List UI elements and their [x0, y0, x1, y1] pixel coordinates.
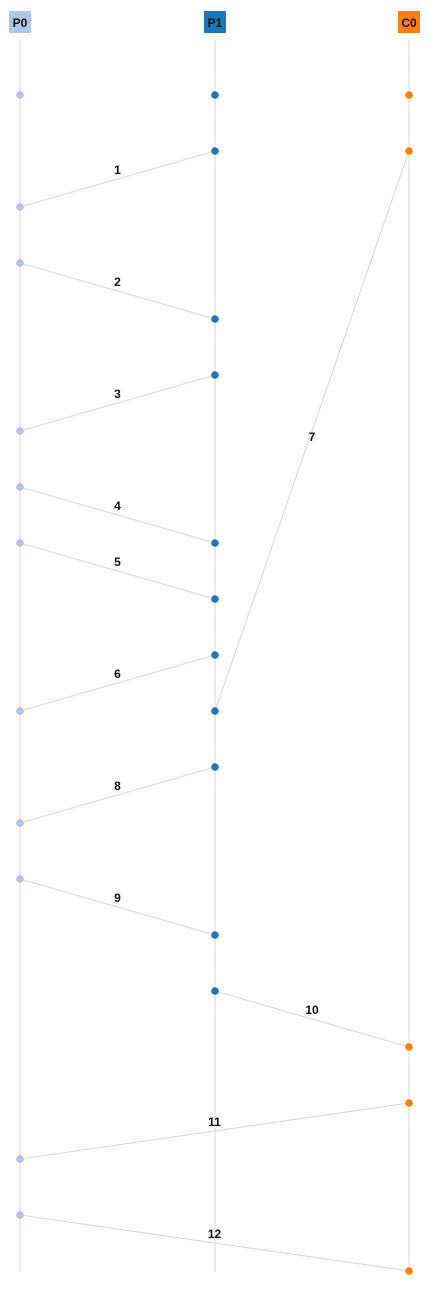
message-line-10 — [214, 990, 410, 1048]
event-dot-p0 — [16, 427, 24, 435]
event-dot-p1 — [211, 147, 219, 155]
event-dot-p0 — [16, 1211, 24, 1219]
message-label-6: 6 — [114, 667, 121, 681]
participant-header-label-p0: P0 — [13, 16, 28, 30]
event-dot-p1 — [211, 763, 219, 771]
message-line-3 — [19, 374, 216, 432]
message-label-4: 4 — [114, 499, 121, 513]
event-dot-p1 — [211, 595, 219, 603]
event-dot-p1 — [211, 987, 219, 995]
message-label-9: 9 — [114, 891, 121, 905]
event-dot-p1 — [211, 539, 219, 547]
message-line-11 — [19, 1102, 410, 1160]
event-dot-p1 — [211, 91, 219, 99]
message-label-1: 1 — [114, 163, 121, 177]
participant-headers: P0 P1 C0 — [9, 11, 420, 33]
event-dot-c0 — [405, 1267, 413, 1275]
message-label-5: 5 — [114, 555, 121, 569]
event-dot-c0 — [405, 1043, 413, 1051]
message-line-4 — [19, 486, 216, 544]
message-label-11: 11 — [208, 1115, 221, 1129]
message-label-10: 10 — [305, 1003, 319, 1017]
message-line-6 — [19, 654, 216, 712]
event-dot-p1 — [211, 315, 219, 323]
message-label-12: 12 — [208, 1227, 222, 1241]
participant-header-label-c0: C0 — [401, 16, 417, 30]
message-line-12 — [19, 1214, 410, 1272]
event-dot-c0 — [405, 91, 413, 99]
event-dot-p0 — [16, 875, 24, 883]
event-dot-p0 — [16, 1155, 24, 1163]
event-dot-c0 — [405, 147, 413, 155]
message-line-9 — [19, 878, 216, 936]
event-dot-p0 — [16, 259, 24, 267]
event-dot-p1 — [211, 371, 219, 379]
message-label-2: 2 — [114, 275, 121, 289]
event-dot-p0 — [16, 203, 24, 211]
message-line-7 — [214, 150, 410, 712]
event-dot-p0 — [16, 819, 24, 827]
events — [16, 91, 413, 1275]
event-dot-p0 — [16, 91, 24, 99]
event-dot-p0 — [16, 539, 24, 547]
event-dot-c0 — [405, 1099, 413, 1107]
participant-header-label-p1: P1 — [208, 16, 223, 30]
message-label-8: 8 — [114, 779, 121, 793]
message-label-7: 7 — [309, 430, 316, 444]
message-label-3: 3 — [114, 387, 121, 401]
event-dot-p1 — [211, 931, 219, 939]
event-dot-p1 — [211, 651, 219, 659]
participant-header-box-p1 — [204, 11, 226, 33]
event-dot-p1 — [211, 707, 219, 715]
event-dot-p0 — [16, 483, 24, 491]
message-line-2 — [19, 262, 216, 320]
participant-header-box-p0 — [9, 11, 31, 33]
event-dot-p0 — [16, 707, 24, 715]
participant-header-box-c0 — [398, 11, 420, 33]
message-line-1 — [19, 150, 216, 208]
message-line-5 — [19, 542, 216, 600]
message-line-8 — [19, 766, 216, 824]
